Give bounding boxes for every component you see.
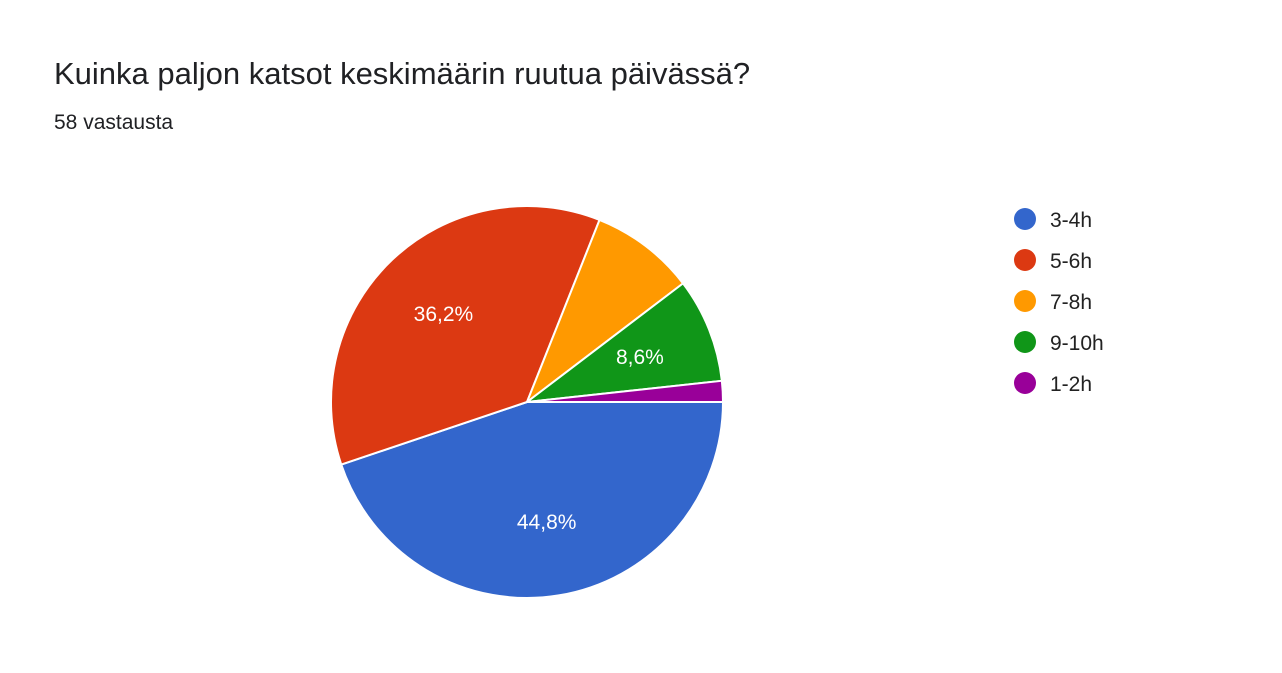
chart-title: Kuinka paljon katsot keskimäärin ruutua … xyxy=(54,56,751,91)
pie-slice-5-6h[interactable] xyxy=(330,205,601,466)
legend-item-7-8h[interactable]: 7-8h xyxy=(1014,290,1092,314)
pie-slice-labels: 44,8% 36,2% 8,6% xyxy=(414,303,664,534)
legend-label-7-8h: 7-8h xyxy=(1050,291,1092,314)
legend-label-3-4h: 3-4h xyxy=(1050,209,1092,232)
pie-slice-9-10h[interactable] xyxy=(526,282,723,403)
legend-item-1-2h[interactable]: 1-2h xyxy=(1014,372,1092,396)
legend-label-1-2h: 1-2h xyxy=(1050,373,1092,396)
slice-label-3-4h: 44,8% xyxy=(517,511,577,534)
pie-slice-3-4h[interactable] xyxy=(340,401,724,599)
legend-label-5-6h: 5-6h xyxy=(1050,250,1092,273)
legend-item-5-6h[interactable]: 5-6h xyxy=(1014,249,1092,273)
slice-label-5-6h: 36,2% xyxy=(414,303,474,326)
legend-swatch-5-6h xyxy=(1014,249,1036,271)
response-count: 58 vastausta xyxy=(54,111,174,134)
legend-item-3-4h[interactable]: 3-4h xyxy=(1014,208,1092,232)
legend-swatch-1-2h xyxy=(1014,372,1036,394)
legend-swatch-7-8h xyxy=(1014,290,1036,312)
pie-slices xyxy=(330,205,724,599)
legend-swatch-3-4h xyxy=(1014,208,1036,230)
legend-item-9-10h[interactable]: 9-10h xyxy=(1014,331,1104,355)
pie-slice-1-2h[interactable] xyxy=(526,379,724,403)
chart-legend: 3-4h 5-6h 7-8h 9-10h 1-2h xyxy=(1014,208,1104,396)
legend-label-9-10h: 9-10h xyxy=(1050,332,1104,355)
legend-swatch-9-10h xyxy=(1014,331,1036,353)
slice-label-9-10h: 8,6% xyxy=(616,346,664,369)
pie-slice-7-8h[interactable] xyxy=(526,218,685,403)
